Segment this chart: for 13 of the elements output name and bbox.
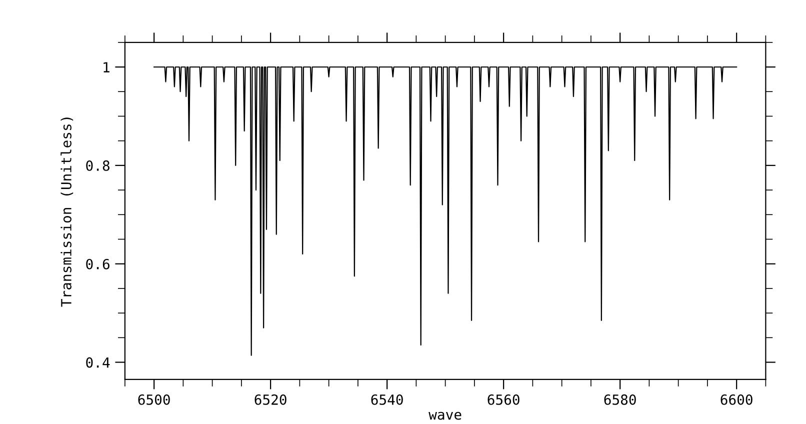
y-axis-title: Transmission (Unitless) bbox=[60, 118, 74, 307]
x-tick-label: 6500 bbox=[138, 394, 170, 405]
y-tick-label: 1 bbox=[104, 62, 110, 72]
y-tick-label: 0.4 bbox=[86, 357, 110, 368]
x-tick-label: 6600 bbox=[720, 394, 752, 405]
x-axis-title: wave bbox=[428, 412, 462, 420]
x-tick-label: 6560 bbox=[488, 394, 520, 405]
y-tick-label: 0.8 bbox=[86, 160, 110, 171]
x-tick-label: 6580 bbox=[604, 394, 636, 405]
x-tick-label: 6520 bbox=[254, 394, 286, 405]
y-tick-label: 0.6 bbox=[86, 258, 110, 270]
line-series bbox=[154, 66, 738, 356]
x-tick-label: 6540 bbox=[371, 394, 403, 405]
